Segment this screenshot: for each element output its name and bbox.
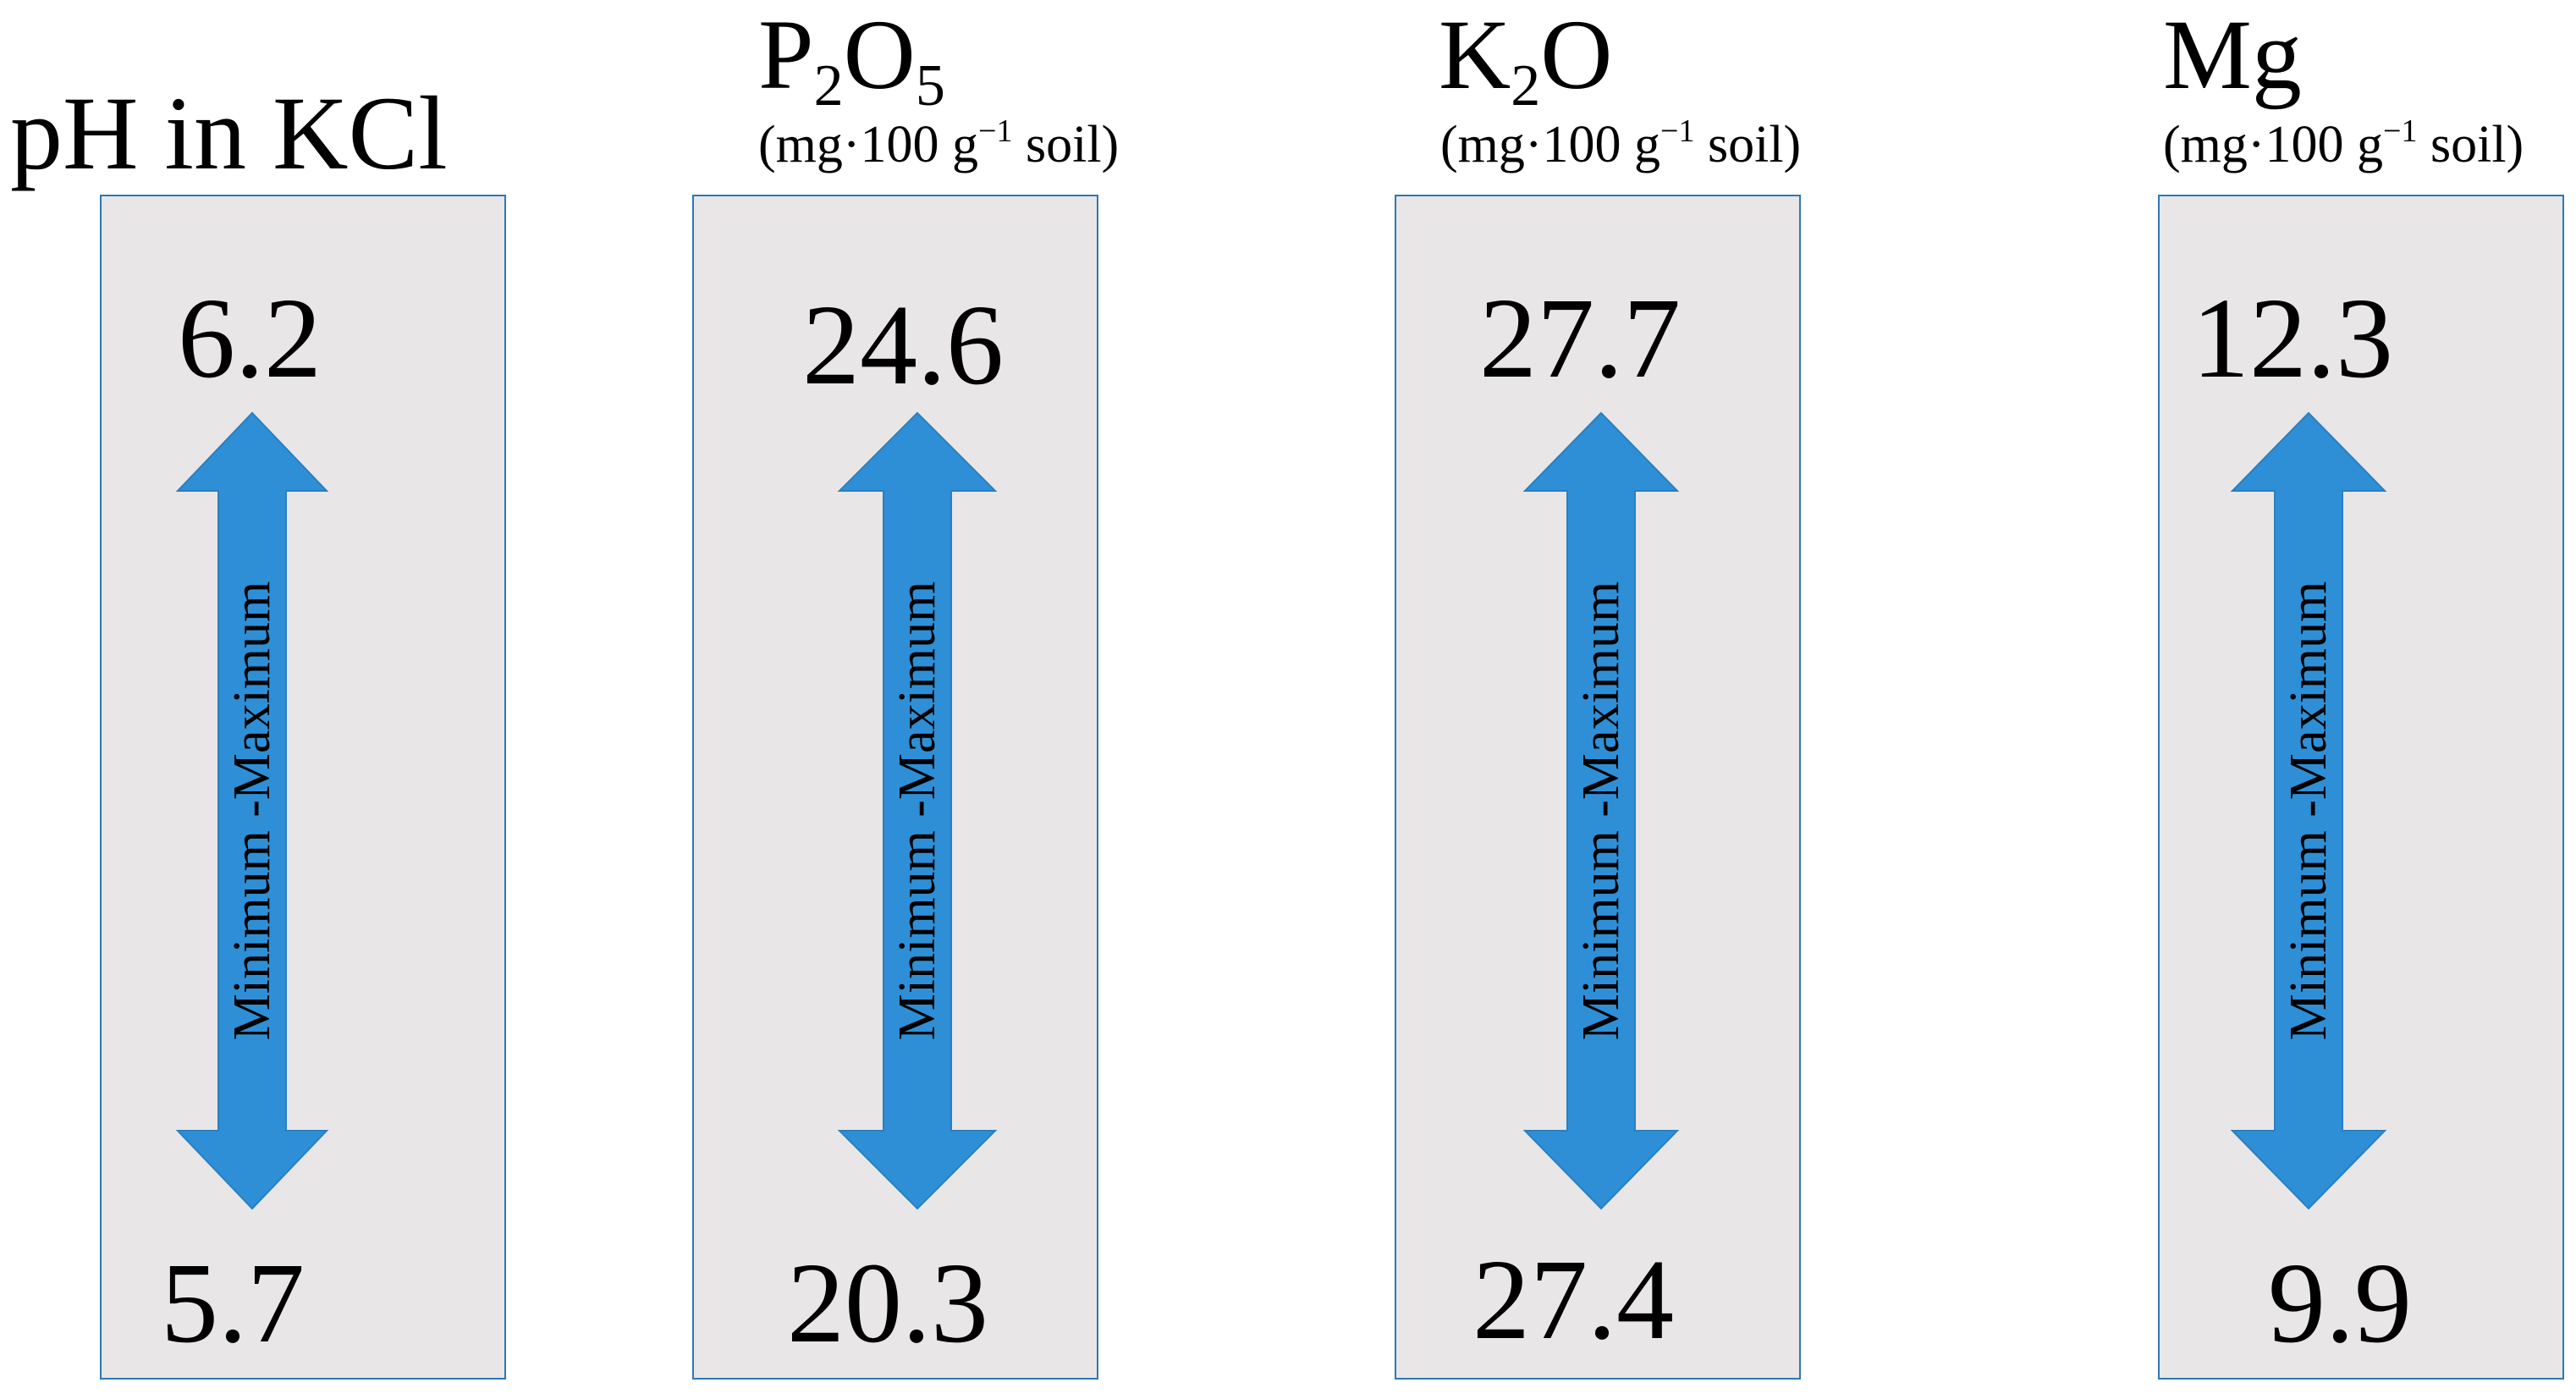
panel-title-ph: pH in KCl — [10, 81, 448, 186]
range-label-wrap: Minimum -Maximum — [201, 491, 303, 1131]
range-label-wrap: Minimum -Maximum — [2258, 491, 2359, 1131]
max-value-k2o: 27.7 — [1479, 275, 1681, 402]
min-value-k2o: 27.4 — [1472, 1237, 1674, 1363]
unit-exponent: −1 — [1660, 113, 1695, 149]
title-subscript-1: 2 — [1511, 53, 1541, 118]
title-text: pH in KCl — [10, 75, 448, 191]
panel-unit-k2o: (mg·100 g−1 soil) — [1440, 115, 1802, 173]
title-element-2: O — [1540, 0, 1613, 110]
unit-exponent: −1 — [2383, 113, 2418, 149]
title-element-1: K — [1439, 0, 1511, 110]
max-value-mg: 12.3 — [2192, 275, 2393, 402]
double-arrow-icon — [175, 411, 329, 1210]
range-label: Minimum -Maximum — [889, 581, 946, 1041]
unit-text-end: soil) — [1012, 116, 1120, 173]
double-arrow-icon — [837, 411, 998, 1210]
range-label-wrap: Minimum -Maximum — [1550, 491, 1652, 1131]
title-element-2: O — [843, 0, 916, 110]
max-value-p2o5: 24.6 — [802, 282, 1004, 409]
unit-text: (mg·100 g — [2163, 116, 2384, 173]
panel-title-p2o5: P2O5 — [758, 5, 945, 116]
title-subscript-2: 5 — [915, 53, 945, 118]
unit-text-end: soil) — [1694, 116, 1802, 173]
range-box-ph: 6.2 Minimum -Maximum 5.7 — [100, 195, 506, 1380]
max-value-ph: 6.2 — [178, 275, 322, 402]
unit-exponent: −1 — [978, 113, 1013, 149]
min-value-mg: 9.9 — [2268, 1240, 2412, 1367]
panel-unit-p2o5: (mg·100 g−1 soil) — [758, 115, 1120, 173]
title-subscript-1: 2 — [813, 53, 844, 118]
unit-text: (mg·100 g — [758, 116, 979, 173]
double-arrow-icon — [2230, 411, 2387, 1210]
double-arrow-icon — [1522, 411, 1680, 1210]
range-label: Minimum -Maximum — [223, 581, 281, 1041]
range-box-p2o5: 24.6 Minimum -Maximum 20.3 — [692, 195, 1098, 1380]
range-label: Minimum -Maximum — [1572, 581, 1630, 1041]
range-label-wrap: Minimum -Maximum — [867, 491, 968, 1131]
panel-title-k2o: K2O — [1439, 5, 1612, 116]
panel-title-mg: Mg — [2163, 5, 2302, 105]
range-label: Minimum -Maximum — [2280, 581, 2337, 1041]
range-box-k2o: 27.7 Minimum -Maximum 27.4 — [1395, 195, 1801, 1380]
title-text: Mg — [2163, 0, 2302, 110]
unit-text-end: soil) — [2417, 116, 2524, 173]
min-value-ph: 5.7 — [161, 1240, 305, 1367]
unit-text: (mg·100 g — [1440, 116, 1661, 173]
range-box-mg: 12.3 Minimum -Maximum 9.9 — [2158, 195, 2564, 1380]
min-value-p2o5: 20.3 — [787, 1240, 988, 1367]
title-element-1: P — [758, 0, 814, 110]
panel-unit-mg: (mg·100 g−1 soil) — [2163, 115, 2524, 173]
